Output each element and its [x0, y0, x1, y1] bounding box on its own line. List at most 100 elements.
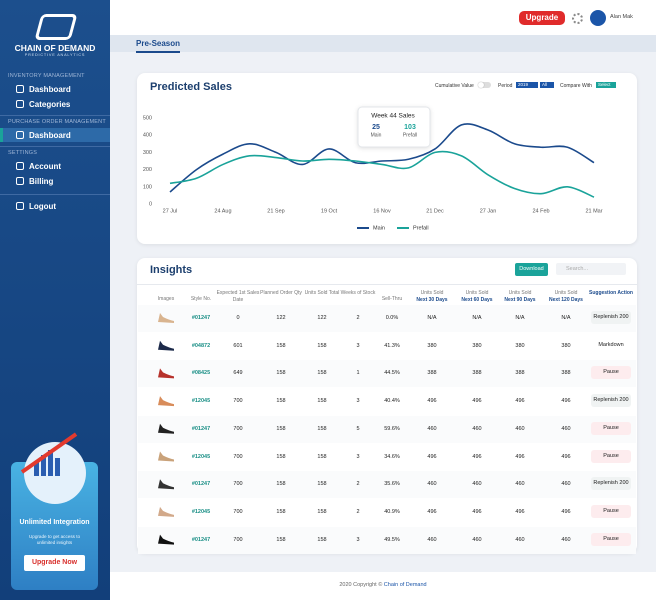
column-header: Units Sold Next 120 Days	[544, 290, 588, 304]
x-tick-label: 21 Dec	[426, 208, 444, 214]
column-header: Planned Order Qty	[260, 290, 302, 296]
table-cell: 388	[427, 370, 437, 377]
action-pill[interactable]: Pause	[591, 449, 631, 463]
column-header-top: Units Sold	[554, 290, 578, 296]
compare-select[interactable]: Select	[596, 82, 616, 88]
tab[interactable]: Pre-Season	[136, 39, 181, 53]
nav-item[interactable]: Dashboard	[29, 85, 71, 94]
action-pill[interactable]: Pause	[591, 366, 631, 380]
shoe-image	[158, 340, 174, 351]
table-cell: 1	[356, 370, 360, 377]
chart-card	[137, 73, 637, 244]
column-header: Units Sold Next 30 Days	[410, 290, 454, 304]
shoe-image	[158, 506, 174, 517]
divider	[0, 146, 110, 147]
upgrade-button[interactable]: Upgrade	[519, 11, 565, 25]
copyright: 2020 Copyright ©	[339, 582, 383, 588]
table-cell: 122	[317, 315, 327, 321]
sidebar: CHAIN OF DEMAND PREDICTIVE ANALYTICS INVEN…	[0, 0, 110, 600]
nav-item[interactable]: Dashboard	[29, 131, 71, 140]
table-cell: #01247	[191, 315, 211, 321]
table-cell: 380	[515, 342, 525, 349]
table-cell: 496	[472, 398, 482, 405]
table-cell: 496	[561, 508, 571, 515]
table-cell: 35.6%	[384, 481, 400, 488]
table-cell: 460	[561, 481, 571, 488]
nav-item[interactable]: Account	[29, 162, 61, 171]
insights-title: Insights	[150, 264, 193, 276]
series-line	[169, 150, 595, 198]
action-pill[interactable]: Pause	[591, 504, 631, 518]
promo-title: Unlimited Integration	[19, 519, 90, 526]
chart-title: Predicted Sales	[150, 81, 232, 93]
promo-bar	[34, 462, 39, 476]
table-cell: 496	[561, 398, 571, 405]
table-cell: 122	[276, 315, 286, 321]
table-cell: 3	[356, 398, 360, 405]
promo-text: Upgrade to get access to unlimited insig…	[28, 534, 81, 545]
y-tick-label: 100	[143, 184, 152, 190]
column-header-bottom: Next 90 Days	[504, 297, 536, 303]
action-pill[interactable]: Markdown	[598, 341, 624, 348]
table-cell: 158	[276, 398, 286, 405]
tooltip-label: Main	[371, 132, 382, 138]
table-cell: #12045	[191, 453, 211, 460]
promo-bar	[55, 458, 60, 476]
promo-bar	[48, 450, 53, 476]
column-header-bottom: Next 30 Days	[416, 297, 448, 303]
y-tick-label: 0	[149, 201, 152, 207]
download-button[interactable]: Download	[515, 263, 548, 276]
shoe-image	[158, 423, 174, 434]
action-pill[interactable]: Pause	[591, 421, 631, 435]
shoe-image	[158, 451, 174, 462]
table-cell: #01247	[191, 425, 211, 432]
action-pill[interactable]: Pause	[591, 532, 631, 546]
table-cell: 460	[472, 481, 482, 488]
table-cell: #01247	[191, 536, 211, 543]
table-cell: 460	[515, 425, 525, 432]
x-tick-label: 21 Sep	[267, 208, 284, 214]
table-cell: 460	[515, 481, 525, 488]
column-header-top: Units Sold	[420, 290, 444, 296]
range-select[interactable]: All	[540, 82, 554, 88]
y-tick-label: 400	[143, 133, 152, 139]
table-cell: 34.6%	[384, 453, 400, 460]
row-bg	[138, 471, 636, 499]
settings-icon[interactable]	[572, 13, 583, 24]
action-pill[interactable]: Replenish 200	[591, 477, 631, 491]
toggle[interactable]	[478, 82, 491, 88]
table-cell: 460	[427, 425, 437, 432]
section-title: INVENTORY MANAGEMENT	[8, 73, 85, 79]
shoe-image	[158, 313, 174, 323]
table-cell: 158	[317, 425, 327, 432]
avatar[interactable]	[590, 10, 606, 26]
control-label: Period	[498, 83, 513, 89]
promo-button[interactable]: Upgrade Now	[24, 555, 85, 571]
top-bar	[110, 0, 656, 35]
search-box[interactable]: Search...	[556, 263, 626, 275]
period-select[interactable]: 2019	[516, 82, 538, 88]
action-pill[interactable]: Replenish 200	[591, 311, 631, 324]
column-header: Images	[157, 296, 175, 302]
table-cell: 158	[317, 481, 327, 488]
table-cell: 40.9%	[384, 508, 400, 515]
table-cell: 158	[317, 370, 327, 377]
divider	[137, 284, 637, 285]
table-cell: 5	[356, 425, 360, 432]
table-cell: N/A	[427, 315, 437, 321]
tooltip-value: 103	[404, 124, 416, 131]
legend-label: Main	[373, 225, 385, 231]
column-header: Weeks of Stock	[340, 290, 376, 296]
nav-item[interactable]: Billing	[29, 177, 54, 186]
action-pill[interactable]: Replenish 200	[591, 394, 631, 408]
nav-item[interactable]: Categories	[29, 100, 71, 109]
footer-link[interactable]: Chain of Demand	[383, 582, 427, 588]
table-cell: 496	[472, 508, 482, 515]
column-header: Units Sold Next 90 Days	[498, 290, 542, 304]
divider	[0, 194, 110, 195]
nav-item[interactable]: Logout	[29, 202, 57, 211]
footer-text: 2020 Copyright © Chain of Demand	[0, 582, 656, 588]
shoe-image	[158, 396, 174, 407]
x-tick-label: 24 Aug	[214, 208, 231, 214]
